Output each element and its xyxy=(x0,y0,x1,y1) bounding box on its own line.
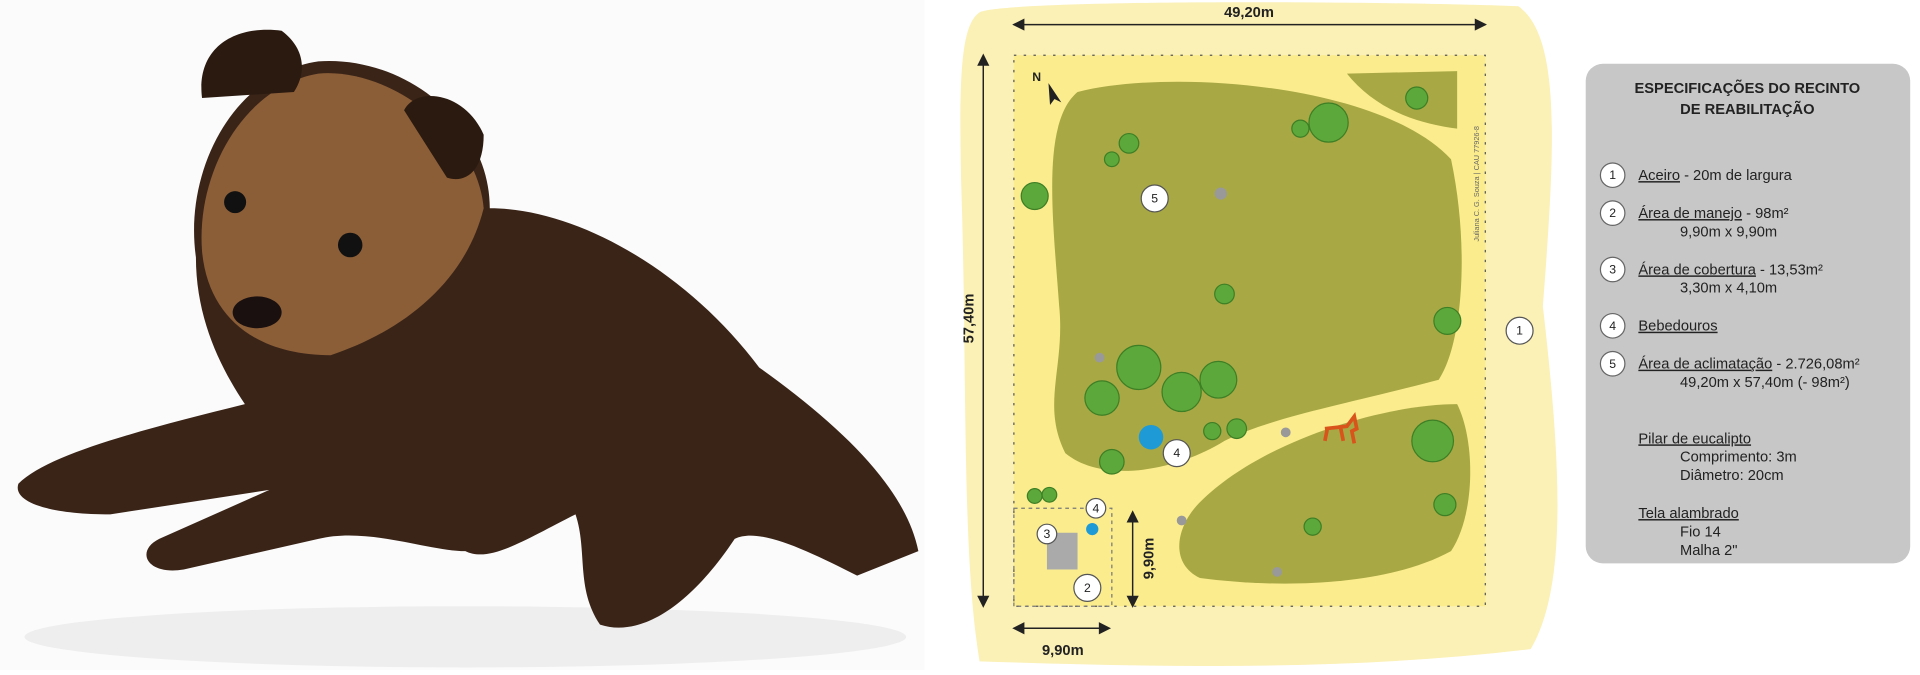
marker-circle xyxy=(1036,523,1058,545)
item-text: Área de cobertura - 13,53m² xyxy=(1638,261,1823,278)
item-detail: - 98m² xyxy=(1742,206,1789,222)
credit: Juliana C. G. Souza | CAU 77926-8 xyxy=(1472,126,1481,242)
item-number: 5 xyxy=(1609,357,1616,371)
dimension-inner-width: 9,90m xyxy=(1042,643,1084,659)
item-detail: - 20m de largura xyxy=(1680,168,1793,184)
item-name: Aceiro xyxy=(1638,168,1680,184)
item-detail: - 13,53m² xyxy=(1756,262,1823,278)
item-number: 4 xyxy=(1609,319,1616,333)
item-name: Bebedouros xyxy=(1638,319,1717,335)
item-line: 49,20m x 57,40m (- 98m²) xyxy=(1680,375,1850,391)
marker-label: 2 xyxy=(1084,581,1091,595)
north-label: N xyxy=(1032,70,1041,84)
spec-title: ESPECIFICAÇÕES DO RECINTO xyxy=(1634,79,1860,97)
note-line: Malha 2" xyxy=(1680,543,1737,559)
item-circle xyxy=(1599,256,1626,283)
note-line: Diâmetro: 20cm xyxy=(1680,468,1784,484)
item-text: Aceiro - 20m de largura xyxy=(1638,168,1792,184)
marker-circle xyxy=(1505,316,1534,345)
item-number: 1 xyxy=(1609,168,1616,182)
spec-panel xyxy=(1585,63,1911,564)
photo xyxy=(0,0,925,670)
item-circle xyxy=(1599,312,1626,339)
item-number: 3 xyxy=(1609,262,1616,276)
item-text: Área de aclimatação - 2.726,08m² xyxy=(1638,356,1859,373)
item-number: 2 xyxy=(1609,206,1616,220)
item-circle xyxy=(1599,162,1626,189)
spec-title: DE REABILITAÇÃO xyxy=(1680,100,1814,118)
item-line: 9,90m x 9,90m xyxy=(1680,224,1777,240)
marker-label: 3 xyxy=(1044,527,1051,541)
item-text: Bebedouros xyxy=(1638,319,1717,335)
marker-label: 4 xyxy=(1093,501,1100,515)
marker-label: 4 xyxy=(1173,446,1180,460)
dimension-left: 57,40m xyxy=(961,294,977,344)
item-line: 3,30m x 4,10m xyxy=(1680,281,1777,297)
item-circle xyxy=(1599,200,1626,227)
dimension-inner-height: 9,90m xyxy=(1141,538,1157,580)
item-name: Área de manejo xyxy=(1638,205,1742,222)
marker-label: 1 xyxy=(1516,324,1523,338)
item-name: Área de cobertura xyxy=(1638,261,1756,278)
marker-circle xyxy=(1140,184,1169,213)
note-title: Tela alambrado xyxy=(1638,506,1738,522)
note-line: Fio 14 xyxy=(1680,524,1721,540)
note-line: Comprimento: 3m xyxy=(1680,450,1797,466)
marker-circle xyxy=(1162,439,1191,468)
marker-circle xyxy=(1085,497,1107,519)
item-name: Área de aclimatação xyxy=(1638,356,1772,373)
item-detail: - 2.726,08m² xyxy=(1772,357,1859,373)
enclosure-map: 49,20m 57,40m 9,90m 9,90m N Juliana C. G… xyxy=(960,2,1558,667)
marker-label: 5 xyxy=(1151,191,1158,205)
marker-circle xyxy=(1073,573,1102,602)
item-circle xyxy=(1599,350,1626,377)
item-text: Área de manejo - 98m² xyxy=(1638,205,1788,222)
dimension-top: 49,20m xyxy=(1224,5,1274,21)
note-title: Pilar de eucalipto xyxy=(1638,431,1751,447)
